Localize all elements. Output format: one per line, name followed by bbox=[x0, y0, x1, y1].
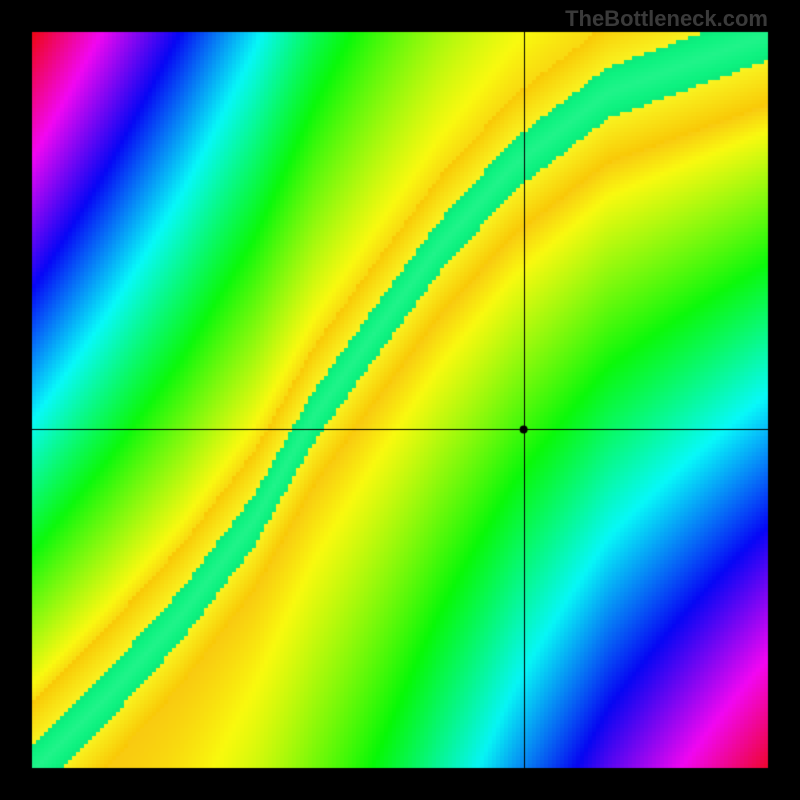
chart-container: TheBottleneck.com bbox=[0, 0, 800, 800]
watermark-text: TheBottleneck.com bbox=[565, 6, 768, 32]
heatmap-canvas bbox=[0, 0, 800, 800]
